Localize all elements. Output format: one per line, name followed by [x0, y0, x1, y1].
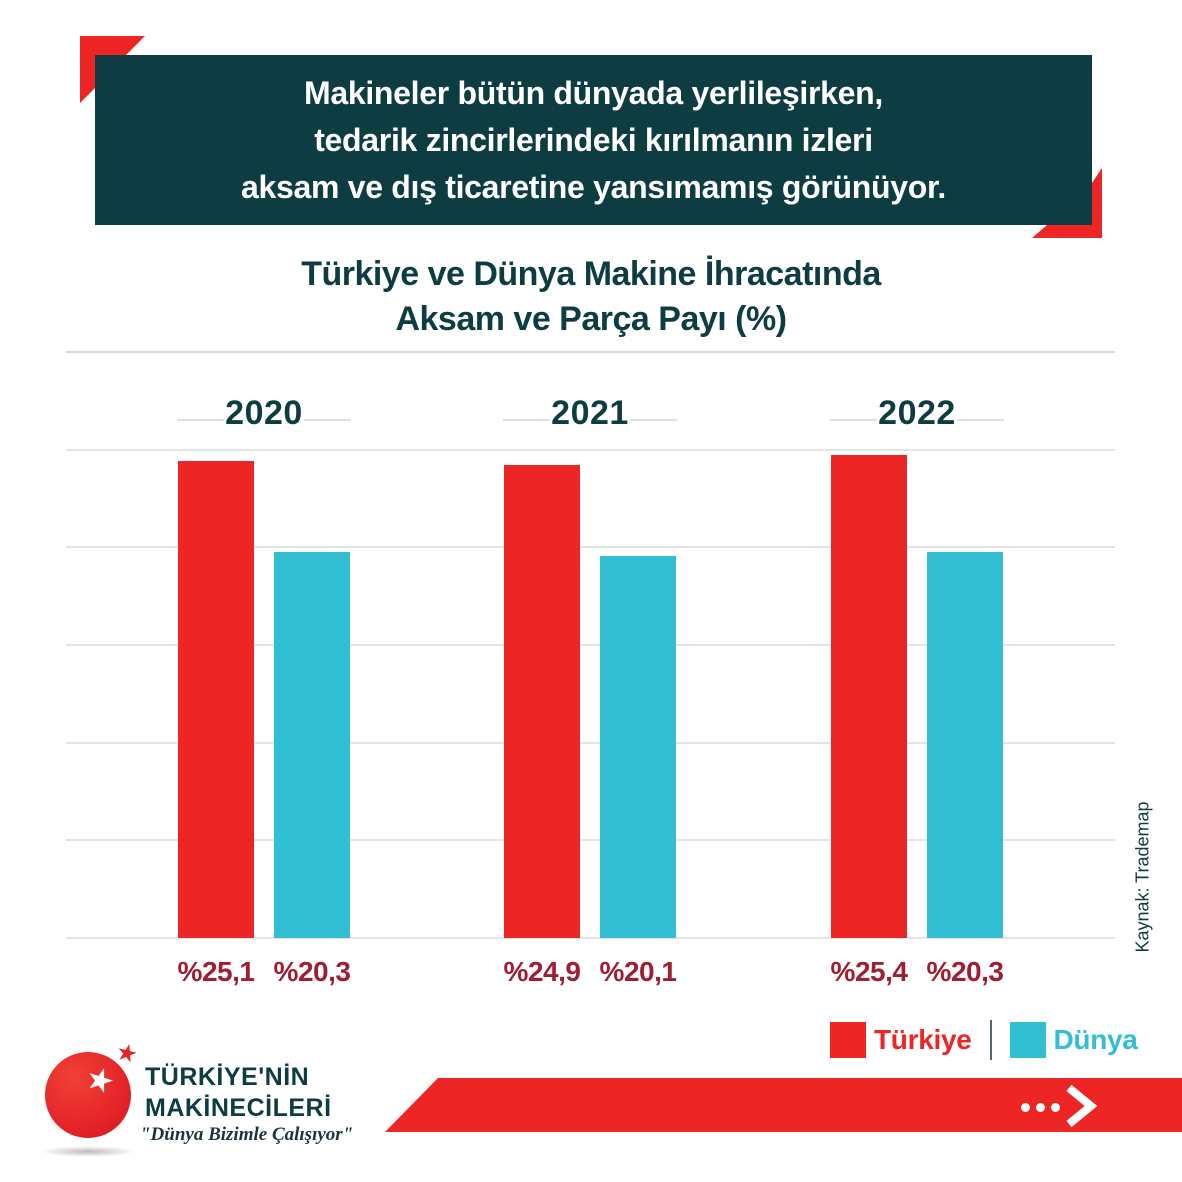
bar-value-label-dunya-2022: %20,3: [926, 956, 1004, 987]
dot-icon: [1051, 1103, 1060, 1112]
legend-swatch-dunya: [1009, 1022, 1046, 1058]
brand-name-line-1: TÜRKİYE'NİN: [145, 1063, 310, 1091]
gridline: [66, 741, 1115, 744]
bar-value-label-turkiye-2022: %25,4: [830, 956, 908, 987]
gridline: [66, 643, 1115, 646]
bar-turkiye-2020: [178, 461, 254, 938]
bottom-banner: [385, 1078, 1182, 1132]
year-label-2022: 2022: [878, 394, 956, 432]
brand-name: TÜRKİYE'NİN MAKİNECİLERİ: [145, 1062, 332, 1124]
year-dash: [304, 419, 351, 421]
brand-slogan: "Dünya Bizimle Çalışıyor": [140, 1124, 354, 1145]
legend-label-dunya: Dünya: [1053, 1024, 1138, 1055]
ellipsis-chevron-right-icon[interactable]: [1015, 1078, 1145, 1132]
chart-legend: Türkiye Dünya: [830, 1020, 1138, 1060]
year-dash: [503, 419, 550, 421]
gridline: [66, 839, 1115, 842]
year-dash: [957, 419, 1004, 421]
header-line-3: aksam ve dış ticaretine yansımamış görün…: [240, 168, 947, 205]
chevron-right-icon: [1066, 1084, 1098, 1128]
chart-title-line-2: Aksam ve Parça Payı (%): [395, 300, 787, 338]
header-banner: Makineler bütün dünyada yerlileşirken, t…: [95, 55, 1092, 225]
logo-circle: [45, 1052, 131, 1138]
chart-title-line-1: Türkiye ve Dünya Makine İhracatında: [301, 255, 881, 293]
brand-name-line-2: MAKİNECİLERİ: [145, 1094, 332, 1122]
dot-icon: [1021, 1103, 1030, 1112]
header-line-2: tedarik zincirlerindeki kırılmanın izler…: [314, 121, 873, 158]
year-dash: [177, 419, 224, 421]
year-label-2021: 2021: [551, 394, 629, 432]
source-note: Kaynak: Trademap: [1132, 801, 1153, 953]
bar-dunya-2020: [274, 552, 350, 938]
logo-shadow: [40, 1146, 136, 1157]
legend-label-turkiye: Türkiye: [874, 1024, 972, 1055]
bar-value-label-dunya-2021: %20,1: [599, 956, 677, 987]
year-dash: [630, 419, 677, 421]
legend-swatch-turkiye: [830, 1022, 866, 1058]
gridline: [66, 937, 1115, 939]
bar-dunya-2022: [927, 552, 1003, 938]
chart-title: Türkiye ve Dünya Makine İhracatında Aksa…: [0, 252, 1182, 342]
bar-value-label-dunya-2020: %20,3: [273, 956, 351, 987]
bar-dunya-2021: [600, 556, 676, 938]
year-label-2020: 2020: [225, 394, 303, 432]
gridline: [66, 350, 1115, 353]
bar-value-label-turkiye-2020: %25,1: [177, 956, 255, 987]
bar-turkiye-2021: [504, 465, 580, 938]
bar-turkiye-2022: [831, 455, 907, 938]
dot-icon: [1036, 1103, 1045, 1112]
legend-divider: [989, 1020, 992, 1060]
bar-value-label-turkiye-2021: %24,9: [503, 956, 581, 987]
header-line-1: Makineler bütün dünyada yerlileşirken,: [303, 74, 883, 111]
gridline: [66, 546, 1115, 549]
year-dash: [830, 419, 877, 421]
gridline: [66, 448, 1115, 451]
